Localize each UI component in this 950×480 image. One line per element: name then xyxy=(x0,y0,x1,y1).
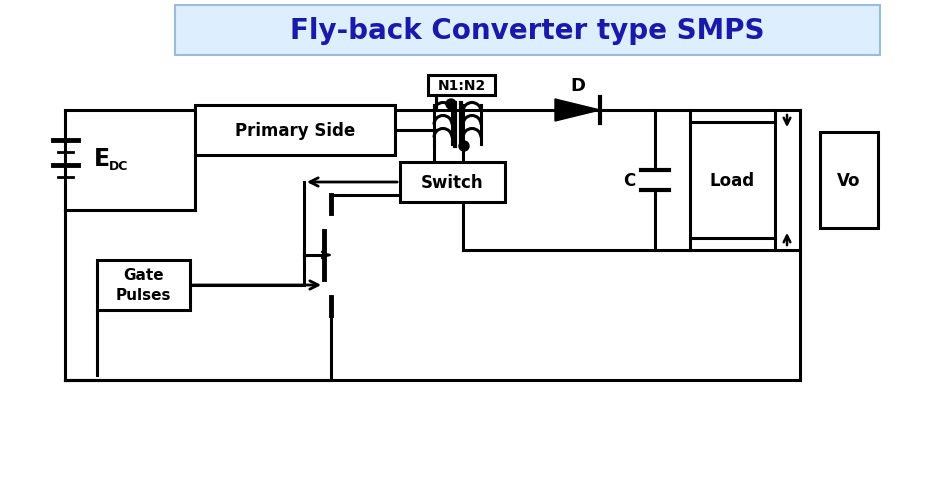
Text: Gate: Gate xyxy=(124,268,163,283)
Text: $\mathbf{E}$: $\mathbf{E}$ xyxy=(93,147,109,171)
Text: DC: DC xyxy=(109,160,128,173)
Text: Vo: Vo xyxy=(837,172,861,190)
Text: Fly-back Converter type SMPS: Fly-back Converter type SMPS xyxy=(291,17,765,45)
Circle shape xyxy=(459,142,469,152)
Bar xyxy=(175,6,880,56)
Polygon shape xyxy=(555,100,600,122)
Bar xyxy=(195,106,395,156)
Text: Switch: Switch xyxy=(421,174,484,192)
Text: N1:N2: N1:N2 xyxy=(437,79,485,93)
Circle shape xyxy=(446,100,456,110)
Text: Load: Load xyxy=(710,172,755,190)
Bar xyxy=(820,133,878,228)
Bar xyxy=(690,123,775,239)
Text: C: C xyxy=(623,172,636,190)
Text: D: D xyxy=(570,77,585,95)
Bar xyxy=(97,261,190,311)
Bar xyxy=(400,163,505,203)
Text: Pulses: Pulses xyxy=(116,288,171,303)
Bar xyxy=(428,76,495,96)
Text: Primary Side: Primary Side xyxy=(235,122,355,140)
